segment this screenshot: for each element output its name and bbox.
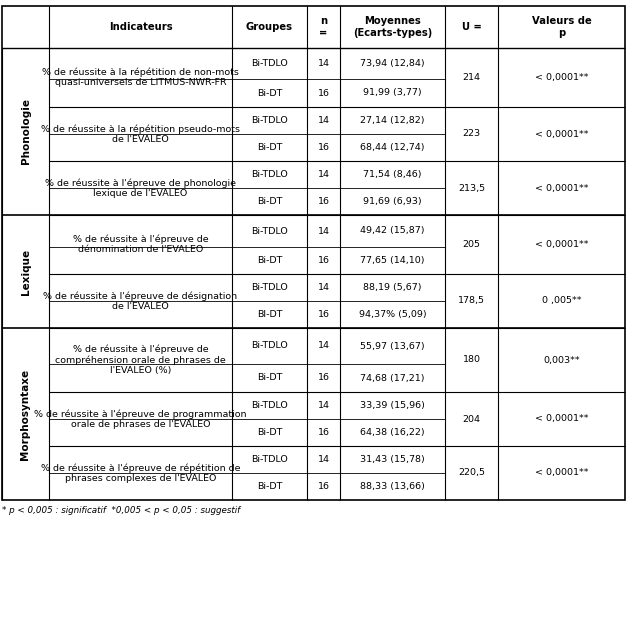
Text: 16: 16 bbox=[317, 256, 330, 265]
Text: n
=: n = bbox=[319, 16, 328, 38]
Text: 55,97 (13,67): 55,97 (13,67) bbox=[360, 342, 425, 351]
Text: 204: 204 bbox=[463, 415, 480, 424]
Bar bbox=[2, 6, 625, 500]
Text: 16: 16 bbox=[317, 428, 330, 437]
Text: Bi-DT: Bi-DT bbox=[257, 143, 282, 152]
Text: Bi-DT: Bi-DT bbox=[257, 482, 282, 491]
Text: Bi-TDLO: Bi-TDLO bbox=[251, 59, 288, 68]
Text: 16: 16 bbox=[317, 373, 330, 382]
Text: 14: 14 bbox=[317, 59, 330, 68]
Text: 14: 14 bbox=[317, 226, 330, 235]
Text: Bi-DT: Bi-DT bbox=[257, 89, 282, 98]
Text: 71,54 (8,46): 71,54 (8,46) bbox=[363, 170, 422, 179]
Text: 180: 180 bbox=[463, 356, 480, 365]
Text: Bi-DT: Bi-DT bbox=[257, 256, 282, 265]
Text: % de réussite à l'épreuve de programmation
orale de phrases de l'EVALEO: % de réussite à l'épreuve de programmati… bbox=[34, 409, 247, 429]
Text: 91,69 (6,93): 91,69 (6,93) bbox=[363, 197, 422, 206]
Text: 0 ,005**: 0 ,005** bbox=[542, 297, 581, 306]
Text: 31,43 (15,78): 31,43 (15,78) bbox=[360, 455, 425, 464]
Text: Bi-TDLO: Bi-TDLO bbox=[251, 226, 288, 235]
Text: Bi-TDLO: Bi-TDLO bbox=[251, 170, 288, 179]
Text: < 0,0001**: < 0,0001** bbox=[535, 129, 588, 138]
Text: < 0,0001**: < 0,0001** bbox=[535, 469, 588, 477]
Text: 214: 214 bbox=[463, 73, 480, 82]
Text: % de réussite à l'épreuve de
dénomination de l'EVALEO: % de réussite à l'épreuve de dénominatio… bbox=[73, 235, 208, 254]
Text: Valeurs de
p: Valeurs de p bbox=[532, 16, 591, 38]
Text: 205: 205 bbox=[463, 240, 480, 249]
Text: 14: 14 bbox=[317, 116, 330, 125]
Text: Indicateurs: Indicateurs bbox=[108, 22, 172, 32]
Text: 14: 14 bbox=[317, 342, 330, 351]
Text: % de réussite à l'épreuve de phonologie
lexique de l'EVALEO: % de réussite à l'épreuve de phonologie … bbox=[45, 178, 236, 198]
Text: Groupes: Groupes bbox=[246, 22, 293, 32]
Text: 77,65 (14,10): 77,65 (14,10) bbox=[361, 256, 424, 265]
Text: 16: 16 bbox=[317, 310, 330, 319]
Text: 16: 16 bbox=[317, 143, 330, 152]
Text: 213,5: 213,5 bbox=[458, 183, 485, 193]
Text: 16: 16 bbox=[317, 482, 330, 491]
Text: 49,42 (15,87): 49,42 (15,87) bbox=[361, 226, 424, 235]
Text: Bi-DT: Bi-DT bbox=[257, 428, 282, 437]
Text: BI-DT: BI-DT bbox=[256, 310, 282, 319]
Text: Phonologie: Phonologie bbox=[21, 98, 31, 164]
Text: Bi-TDLO: Bi-TDLO bbox=[251, 401, 288, 410]
Text: 73,94 (12,84): 73,94 (12,84) bbox=[360, 59, 425, 68]
Text: 27,14 (12,82): 27,14 (12,82) bbox=[361, 116, 424, 125]
Text: Lexique: Lexique bbox=[21, 249, 31, 295]
Text: Moyennes
(Ecarts-types): Moyennes (Ecarts-types) bbox=[353, 16, 432, 38]
Text: < 0,0001**: < 0,0001** bbox=[535, 183, 588, 193]
Text: Bi-DT: Bi-DT bbox=[257, 197, 282, 206]
Text: 33,39 (15,96): 33,39 (15,96) bbox=[360, 401, 425, 410]
Text: % de réussite à la répétition pseudo-mots
de l'EVALEO: % de réussite à la répétition pseudo-mot… bbox=[41, 124, 240, 144]
Text: < 0,0001**: < 0,0001** bbox=[535, 415, 588, 424]
Text: 14: 14 bbox=[317, 455, 330, 464]
Text: U =: U = bbox=[461, 22, 482, 32]
Text: 14: 14 bbox=[317, 283, 330, 292]
Text: 0,003**: 0,003** bbox=[543, 356, 580, 365]
Text: Bi-TDLO: Bi-TDLO bbox=[251, 455, 288, 464]
Text: 16: 16 bbox=[317, 197, 330, 206]
Text: Morphosyntaxe: Morphosyntaxe bbox=[21, 368, 31, 460]
Text: 68,44 (12,74): 68,44 (12,74) bbox=[361, 143, 424, 152]
Text: 74,68 (17,21): 74,68 (17,21) bbox=[361, 373, 424, 382]
Text: 88,33 (13,66): 88,33 (13,66) bbox=[360, 482, 425, 491]
Text: 91,99 (3,77): 91,99 (3,77) bbox=[363, 89, 422, 98]
Text: % de réussite à l'épreuve de désignation
de l'EVALEO: % de réussite à l'épreuve de désignation… bbox=[43, 291, 238, 311]
Text: < 0,0001**: < 0,0001** bbox=[535, 73, 588, 82]
Text: 94,37% (5,09): 94,37% (5,09) bbox=[359, 310, 426, 319]
Text: 16: 16 bbox=[317, 89, 330, 98]
Text: % de réussite à la répétition de non-mots
quasi-universels de LITMUS-NWR-FR: % de réussite à la répétition de non-mot… bbox=[42, 68, 239, 87]
Text: 14: 14 bbox=[317, 401, 330, 410]
Text: Bi-TDLO: Bi-TDLO bbox=[251, 283, 288, 292]
Text: 223: 223 bbox=[463, 129, 480, 138]
Text: Bi-TDLO: Bi-TDLO bbox=[251, 342, 288, 351]
Text: 88,19 (5,67): 88,19 (5,67) bbox=[363, 283, 422, 292]
Text: Bi-TDLO: Bi-TDLO bbox=[251, 116, 288, 125]
Text: % de réussite à l'épreuve de répétition de
phrases complexes de l'EVALEO: % de réussite à l'épreuve de répétition … bbox=[41, 463, 240, 483]
Text: 220,5: 220,5 bbox=[458, 469, 485, 477]
Text: Bi-DT: Bi-DT bbox=[257, 373, 282, 382]
Text: 178,5: 178,5 bbox=[458, 297, 485, 306]
Text: 64,38 (16,22): 64,38 (16,22) bbox=[360, 428, 425, 437]
Text: 14: 14 bbox=[317, 170, 330, 179]
Text: * p < 0,005 : significatif  *0,005 < p < 0,05 : suggestif: * p < 0,005 : significatif *0,005 < p < … bbox=[2, 506, 240, 515]
Text: < 0,0001**: < 0,0001** bbox=[535, 240, 588, 249]
Text: % de réussite à l'épreuve de
compréhension orale de phrases de
l'EVALEO (%): % de réussite à l'épreuve de compréhensi… bbox=[55, 344, 226, 375]
